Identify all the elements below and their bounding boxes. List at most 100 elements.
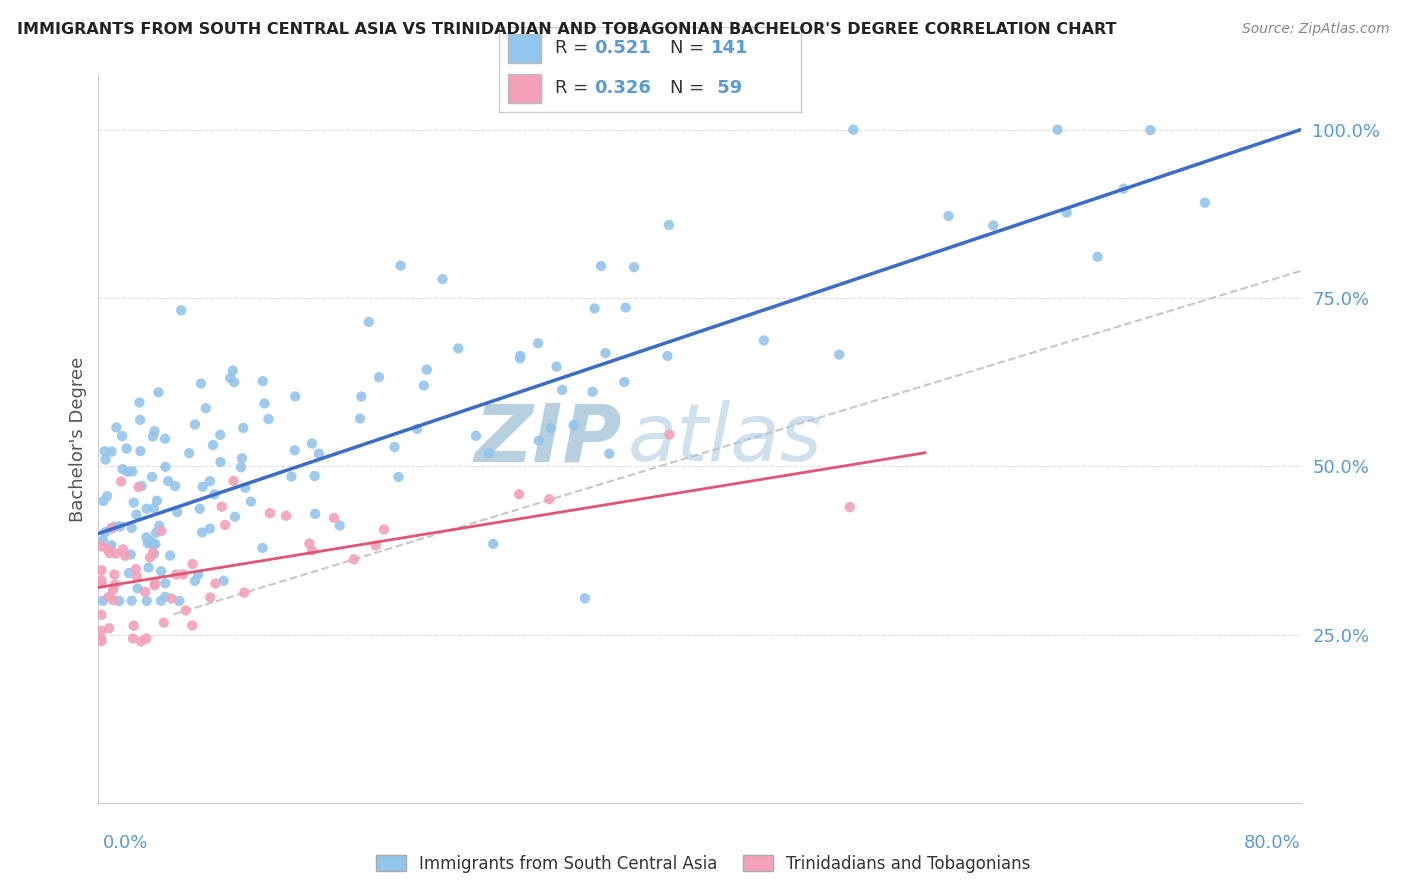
Text: 141: 141 [710, 39, 748, 57]
Point [828, 348, 851, 362]
Point [209, 455, 232, 469]
Point [96, 489, 118, 503]
Point [200, 591, 222, 605]
Point [100, 538, 122, 552]
Point [157, 474, 180, 488]
Point [274, 508, 297, 523]
Point [108, 519, 131, 533]
Point [364, 538, 387, 552]
Point [357, 315, 380, 329]
Point [181, 557, 204, 571]
Point [146, 493, 169, 508]
Point [101, 593, 124, 607]
Point [1056, 205, 1078, 219]
Point [1194, 195, 1216, 210]
Point [583, 301, 606, 316]
Point [152, 615, 174, 630]
Point [104, 547, 127, 561]
Point [224, 509, 246, 524]
Point [98, 621, 121, 635]
Point [232, 421, 254, 435]
Point [509, 351, 531, 366]
Point [373, 523, 395, 537]
Point [135, 501, 157, 516]
Point [406, 422, 429, 436]
Point [131, 479, 153, 493]
Point [551, 383, 574, 397]
Point [114, 549, 136, 563]
Point [562, 418, 585, 433]
Point [142, 429, 165, 443]
Text: 0.521: 0.521 [595, 39, 651, 57]
Text: 0.326: 0.326 [595, 79, 651, 97]
Point [108, 594, 131, 608]
Point [120, 548, 142, 562]
Point [527, 336, 550, 351]
Point [104, 519, 127, 533]
Point [143, 537, 166, 551]
Point [233, 585, 256, 599]
Point [1139, 123, 1161, 137]
Point [165, 567, 187, 582]
Point [117, 465, 139, 479]
Point [233, 481, 256, 495]
Point [128, 480, 150, 494]
Point [155, 459, 177, 474]
Point [589, 259, 612, 273]
Point [100, 521, 122, 535]
Point [129, 634, 152, 648]
Point [252, 541, 274, 555]
Point [191, 480, 214, 494]
Point [301, 436, 323, 450]
Point [121, 593, 143, 607]
Point [432, 272, 454, 286]
Point [150, 564, 173, 578]
Point [90, 563, 112, 577]
Point [139, 550, 162, 565]
Point [110, 475, 132, 489]
Point [464, 429, 486, 443]
Point [540, 421, 562, 435]
Point [280, 469, 302, 483]
Point [90, 632, 112, 647]
Point [447, 342, 470, 356]
Point [478, 446, 501, 460]
Point [389, 259, 412, 273]
Point [128, 395, 150, 409]
Text: R =: R = [555, 39, 595, 57]
Point [509, 349, 531, 363]
Point [416, 362, 439, 376]
Point [160, 591, 183, 606]
Point [136, 536, 159, 550]
Point [135, 632, 157, 646]
FancyBboxPatch shape [508, 74, 541, 103]
Point [91, 594, 114, 608]
FancyBboxPatch shape [508, 35, 541, 63]
Point [1112, 182, 1135, 196]
Point [482, 537, 505, 551]
Point [143, 576, 166, 591]
Point [143, 547, 166, 561]
Point [111, 542, 134, 557]
Point [159, 549, 181, 563]
Point [138, 560, 160, 574]
Point [90, 576, 112, 591]
Point [141, 470, 163, 484]
Point [222, 474, 245, 488]
Point [198, 474, 221, 488]
Point [100, 521, 122, 535]
Point [125, 562, 148, 576]
Point [129, 413, 152, 427]
Point [142, 501, 165, 516]
Point [111, 429, 134, 443]
Point [368, 370, 391, 384]
Point [90, 624, 112, 638]
Point [122, 618, 145, 632]
Point [125, 569, 148, 583]
Point [323, 511, 346, 525]
Point [239, 494, 262, 508]
Point [257, 412, 280, 426]
Text: atlas: atlas [627, 401, 823, 478]
Point [301, 543, 323, 558]
Point [125, 508, 148, 522]
